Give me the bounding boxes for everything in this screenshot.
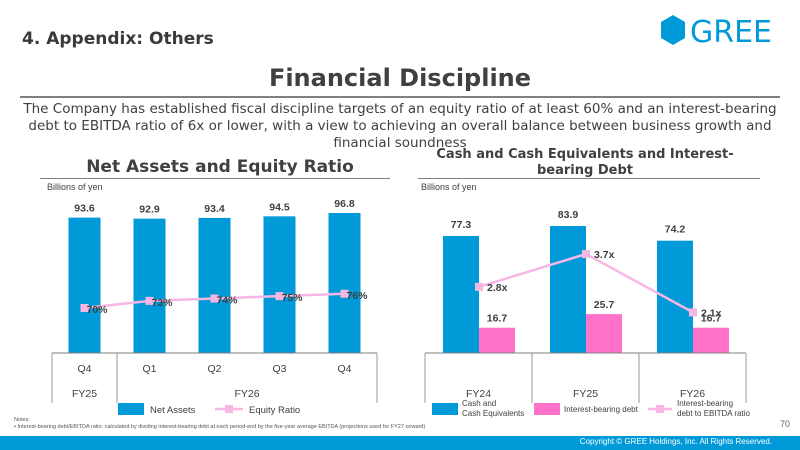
net-assets-chart: 93.6 92.9 93.4 94.5 96.8 70% 73% 74% 75% 76% Q4 Q1 Q…	[51, 198, 378, 416]
legend-net-assets-label: Net Assets	[150, 405, 196, 416]
left-title-rule	[40, 178, 390, 179]
legend-debt-label: Interest-bearing debt	[564, 405, 639, 414]
cash-value-label: 83.9	[558, 209, 579, 221]
equity-ratio-point	[145, 296, 154, 305]
equity-ratio-label: 74%	[217, 295, 239, 307]
debt-bar	[479, 327, 515, 353]
net-assets-bar	[328, 213, 361, 353]
section-title: 4. Appendix: Others	[22, 29, 214, 49]
quarter-label: Q2	[207, 363, 221, 375]
net-assets-value-label: 92.9	[139, 204, 160, 216]
cash-bar	[550, 226, 586, 353]
hexagon-icon	[661, 15, 685, 45]
quarter-label: Q1	[142, 363, 156, 375]
legend-equity-ratio-marker	[225, 405, 233, 413]
copyright-text: Copyright © GREE Holdings, Inc. All Righ…	[579, 437, 772, 446]
left-chart-title: Net Assets and Equity Ratio	[86, 157, 354, 177]
debt-value-label: 16.7	[487, 313, 508, 325]
legend-cash-label: Cash and	[462, 399, 496, 408]
quarter-label: Q3	[272, 363, 286, 375]
page-number: 70	[779, 419, 790, 429]
fiscal-year-label: FY25	[72, 388, 97, 400]
debt-bar	[693, 327, 729, 353]
net-assets-value-label: 93.4	[204, 203, 225, 215]
debt-ratio-point	[689, 308, 697, 317]
equity-ratio-label: 70%	[87, 304, 109, 316]
left-unit-label: Billions of yen	[47, 182, 103, 192]
net-assets-bar	[263, 216, 296, 353]
cash-bar	[443, 235, 479, 353]
debt-value-label: 25.7	[594, 299, 615, 311]
page-title: Financial Discipline	[268, 64, 532, 92]
logo-text: GREE	[690, 15, 772, 46]
fiscal-year-label: FY26	[234, 388, 259, 400]
title-divider	[20, 96, 780, 98]
legend-equity-ratio-label: Equity Ratio	[249, 405, 300, 416]
quarter-label: Q4	[77, 363, 91, 375]
cash-value-label: 77.3	[451, 219, 472, 231]
fiscal-year-label: FY26	[680, 388, 705, 400]
right-unit-label: Billions of yen	[421, 182, 477, 192]
net-assets-bar	[68, 217, 101, 353]
fiscal-year-label: FY24	[466, 388, 491, 400]
note-text: Interest-bearing debt/EBITDA ratio: calc…	[17, 424, 426, 430]
footer-bar: Copyright © GREE Holdings, Inc. All Righ…	[0, 436, 800, 450]
gree-logo: GREE	[661, 15, 772, 46]
net-assets-bar	[133, 218, 166, 353]
cash-debt-chart: 77.3 16.7 83.9 25.7 74.2 16.7 2.8x 3.7x 2.1x FY24…	[424, 209, 750, 418]
right-chart-title: Cash and Cash Equivalents and Interest-b…	[436, 147, 734, 178]
debt-bar	[586, 314, 622, 353]
net-assets-value-label: 94.5	[269, 201, 290, 213]
legend-ratio-label: Interest-bearing	[677, 399, 733, 408]
equity-ratio-point	[210, 294, 219, 303]
right-title-rule	[418, 178, 760, 179]
cash-value-label: 74.2	[665, 224, 686, 236]
legend-debt-swatch	[534, 403, 560, 415]
debt-ratio-point	[475, 282, 483, 291]
equity-ratio-label: 75%	[282, 292, 304, 304]
equity-ratio-label: 76%	[347, 290, 369, 302]
net-assets-value-label: 96.8	[334, 198, 355, 210]
legend-cash-swatch	[432, 403, 458, 415]
debt-ratio-label: 2.1x	[701, 307, 722, 319]
equity-ratio-point	[275, 292, 284, 301]
legend-ratio-label: debt to EBITDA ratio	[677, 409, 750, 418]
debt-ratio-label: 2.8x	[487, 282, 508, 294]
equity-ratio-point	[80, 304, 89, 312]
description-text: The Company has established fiscal disci…	[23, 101, 777, 151]
equity-ratio-point	[340, 289, 349, 298]
legend-net-assets-swatch	[118, 403, 144, 415]
notes: Notes: ▪ Interest-bearing debt/EBITDA ra…	[14, 417, 425, 431]
debt-ratio-label: 3.7x	[594, 249, 615, 261]
debt-ratio-point	[582, 250, 590, 258]
quarter-label: Q4	[337, 363, 351, 375]
legend-ratio-marker	[656, 405, 664, 413]
notes-label: Notes:	[14, 417, 30, 423]
fiscal-year-label: FY25	[573, 388, 598, 400]
note-item: ▪ Interest-bearing debt/EBITDA ratio: ca…	[14, 424, 426, 430]
equity-ratio-label: 73%	[152, 297, 174, 309]
debt-value-label: 16.7	[701, 313, 722, 325]
net-assets-value-label: 93.6	[74, 203, 95, 215]
legend-cash-label: Cash Equivalents	[462, 409, 524, 418]
net-assets-bar	[198, 217, 231, 353]
